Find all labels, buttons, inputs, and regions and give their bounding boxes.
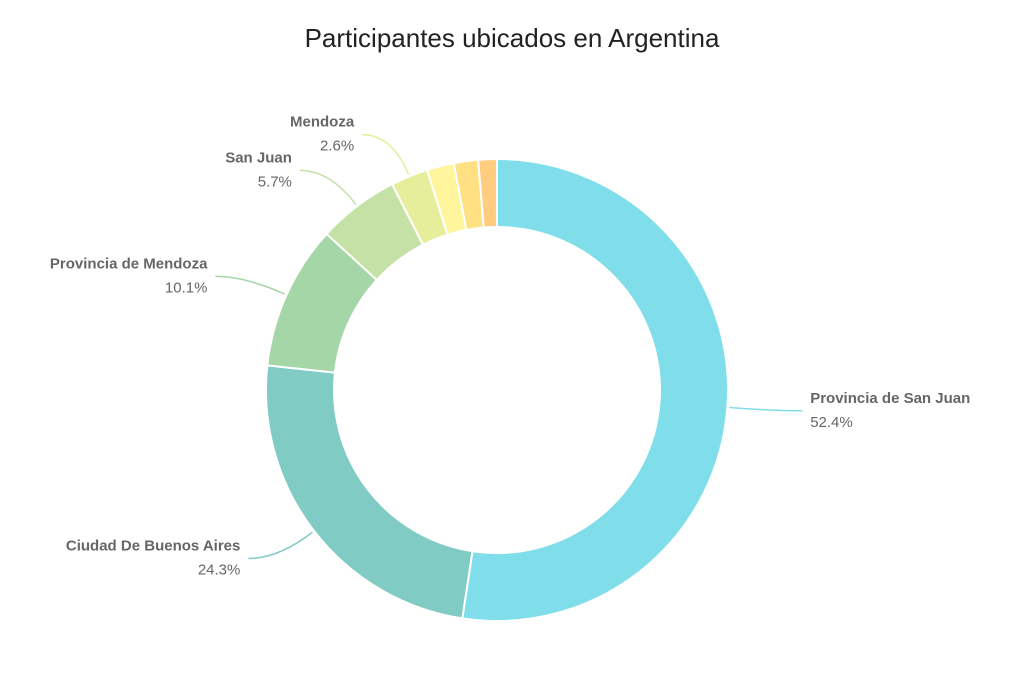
value-label: 2.6% bbox=[320, 138, 354, 155]
value-label: 52.4% bbox=[810, 414, 853, 431]
value-label: 10.1% bbox=[165, 279, 208, 296]
leader-line bbox=[729, 406, 803, 412]
value-label: 24.3% bbox=[198, 561, 241, 578]
slice bbox=[461, 157, 729, 622]
chart-title: Participantes ubicados en Argentina bbox=[305, 23, 720, 53]
slice-label: San Juan bbox=[225, 149, 292, 166]
slice-label: Ciudad De Buenos Aires bbox=[66, 537, 240, 554]
slice-label: Provincia de San Juan bbox=[810, 390, 970, 407]
slice-label: Provincia de Mendoza bbox=[50, 255, 208, 272]
value-label: 5.7% bbox=[258, 173, 292, 190]
slice bbox=[477, 157, 498, 229]
leader-line bbox=[362, 133, 410, 175]
leader-line bbox=[215, 275, 285, 295]
leader-line bbox=[299, 169, 357, 206]
slice-label: Mendoza bbox=[290, 114, 355, 131]
slice bbox=[265, 364, 474, 620]
leader-line bbox=[248, 531, 313, 560]
